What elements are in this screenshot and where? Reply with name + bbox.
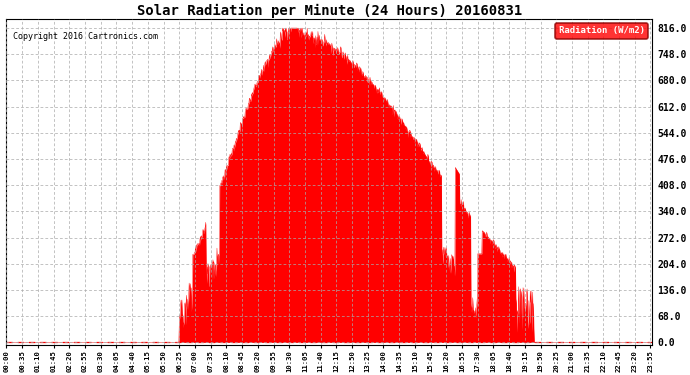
- Title: Solar Radiation per Minute (24 Hours) 20160831: Solar Radiation per Minute (24 Hours) 20…: [137, 3, 522, 18]
- Legend: Radiation (W/m2): Radiation (W/m2): [555, 23, 648, 39]
- Text: Copyright 2016 Cartronics.com: Copyright 2016 Cartronics.com: [13, 32, 158, 41]
